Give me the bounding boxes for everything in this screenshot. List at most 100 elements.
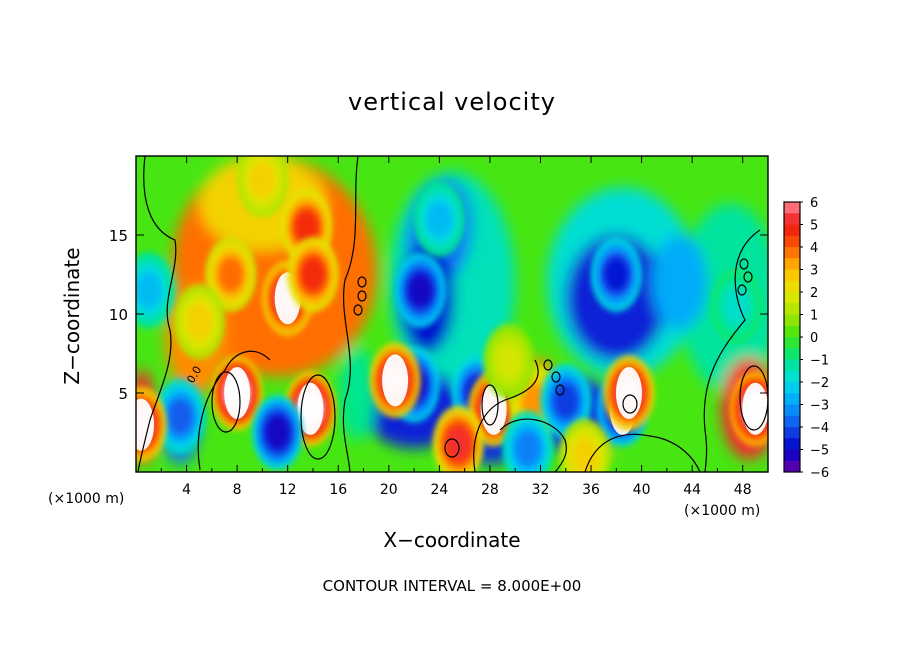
contour-loop (551, 371, 561, 383)
contour-loop (353, 304, 363, 316)
x-tick-label: 4 (182, 482, 191, 498)
zero-contour (342, 156, 359, 472)
zero-contour (137, 156, 177, 472)
field-feature (590, 236, 642, 313)
y-tick-label: 10 (109, 306, 128, 324)
y-tick-label: 15 (109, 227, 128, 245)
x-tick-label: 36 (582, 482, 600, 498)
colorbar-tick-label: 3 (810, 264, 818, 279)
field-feature (729, 371, 768, 447)
field-feature (205, 236, 257, 313)
colorbar-swatch (784, 325, 800, 338)
field-region (651, 235, 708, 330)
colorbar-tick-label: −5 (810, 444, 829, 459)
contour-loop (300, 374, 336, 460)
contour-loop (481, 384, 499, 426)
colorbar-swatch (784, 280, 800, 293)
colorbar-swatch (784, 382, 800, 394)
field-feature (603, 355, 655, 431)
field-feature (502, 410, 554, 472)
x-unit-label-left: (×1000 m) (48, 491, 125, 507)
colorbar-tick-label: −6 (810, 466, 829, 481)
contour-loop (357, 290, 367, 302)
zero-contour (499, 418, 567, 472)
y-tick-label: 5 (118, 385, 128, 403)
colorbar: 6 5 4 3 2 1 0 −1 −2 −3 −4 −5 −6 (783, 196, 829, 481)
field-feature (483, 323, 535, 400)
field-feature (284, 371, 337, 447)
colorbar-swatch (784, 292, 800, 304)
field-feature (710, 268, 763, 344)
x-tick-label: 28 (481, 482, 499, 498)
x-unit-label-right: (×1000 m) (684, 503, 761, 519)
contour-loop (543, 359, 553, 371)
zero-contour (703, 229, 761, 472)
contour-loop (622, 394, 638, 414)
colorbar-swatch (784, 449, 800, 462)
colorbar-tick-label: 2 (810, 286, 818, 301)
colorbar-swatch (784, 337, 800, 349)
colorbar-swatch (784, 427, 800, 439)
contour-loop (555, 384, 565, 396)
contour-loop (444, 438, 460, 458)
colorbar-swatch (784, 213, 800, 225)
colorbar-swatch (784, 438, 800, 450)
colorbar-swatch (784, 314, 800, 327)
colorbar-swatch (784, 348, 800, 360)
field-feature (154, 378, 206, 455)
x-tick-label: 20 (380, 482, 398, 498)
field-feature (394, 252, 446, 329)
colorbar-swatch (784, 202, 800, 214)
x-tick-label: 32 (532, 482, 550, 498)
contour-loop (357, 276, 367, 288)
contour-loop (743, 271, 753, 283)
zero-contour (473, 359, 539, 472)
zero-contour (584, 433, 701, 472)
x-tick-label: 24 (430, 482, 448, 498)
colorbar-swatch (784, 258, 800, 270)
field-feature (413, 181, 465, 257)
colorbar-swatch (784, 460, 800, 473)
contour-loop (211, 371, 241, 433)
contour-loop (737, 284, 747, 296)
colorbar-swatch (784, 404, 800, 417)
plot-area: 0.0 (136, 156, 768, 472)
colorbar-swatch (784, 235, 800, 248)
zero-contour (197, 350, 271, 471)
field-feature (136, 386, 167, 463)
field-feature (540, 363, 592, 439)
colorbar-swatch (784, 224, 800, 237)
colorbar-tick-label: −4 (810, 421, 829, 436)
colorbar-swatch (784, 415, 800, 428)
field-feature (369, 342, 421, 419)
colorbar-swatch (784, 359, 800, 372)
colorbar-swatch (784, 269, 800, 282)
colorbar-swatch (784, 370, 800, 383)
colorbar-tick-label: 4 (810, 241, 818, 256)
field-feature (287, 236, 339, 313)
colorbar-tick-label: 1 (810, 309, 818, 324)
field-region (338, 345, 377, 441)
colorbar-swatch (784, 303, 800, 315)
field-feature (211, 355, 263, 431)
colorbar-tick-label: −1 (810, 354, 829, 369)
colorbar-swatch (784, 247, 800, 259)
colorbar-swatch (784, 393, 800, 405)
field-feature (236, 156, 288, 218)
x-tick-label: 12 (279, 482, 297, 498)
x-tick-label: 8 (233, 482, 242, 498)
field-feature (559, 418, 611, 472)
x-tick-label: 44 (683, 482, 701, 498)
contour-interval-text: CONTOUR INTERVAL = 8.000E+00 (322, 577, 582, 595)
contour-loop (739, 258, 749, 270)
contour-loop (739, 365, 768, 431)
colorbar-tick-label: 6 (810, 196, 818, 211)
x-axis-label: X−coordinate (383, 528, 521, 552)
colorbar-tick-label: −2 (810, 376, 829, 391)
colorbar-tick-label: 5 (810, 219, 818, 234)
colorbar-tick-label: 0 (810, 331, 818, 346)
field-feature (173, 284, 225, 360)
colorbar-tick-label: −3 (810, 399, 829, 414)
